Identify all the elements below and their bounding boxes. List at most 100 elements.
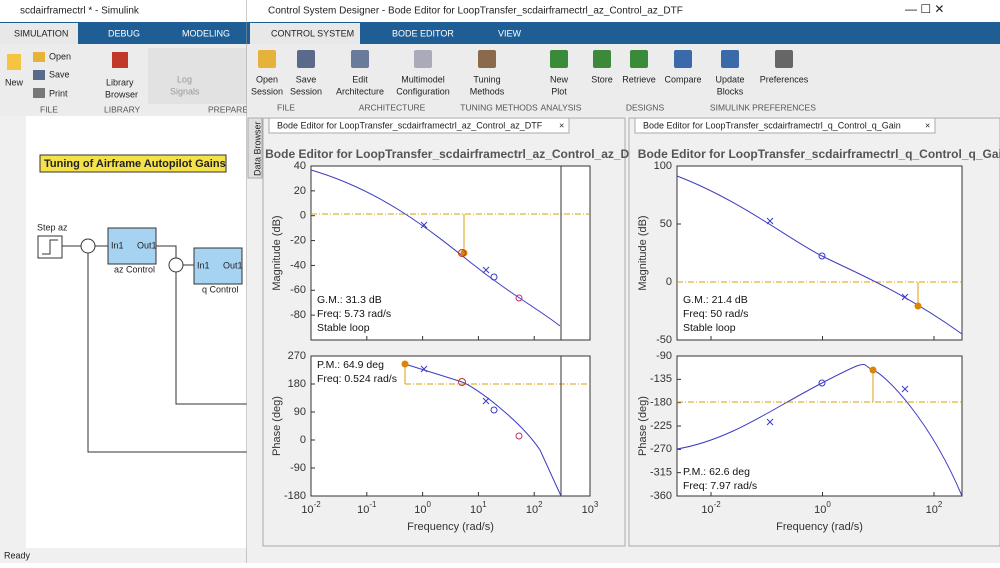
- gain-margin: Freq: 5.73 rad/s: [317, 308, 391, 320]
- button-label[interactable]: Plot: [551, 86, 567, 96]
- button-label[interactable]: Print: [49, 88, 68, 98]
- panel-tab-label[interactable]: Bode Editor for LoopTransfer_scdairframe…: [643, 120, 901, 130]
- button-label[interactable]: Library: [106, 77, 134, 87]
- block-label: az Control: [114, 264, 155, 274]
- zero: [515, 432, 523, 440]
- panel-tab[interactable]: [634, 117, 936, 134]
- data-browser[interactable]: Data Browser: [252, 121, 262, 176]
- tick-exponent: 2: [538, 500, 543, 509]
- y-tick-label: -40: [290, 259, 306, 271]
- tab[interactable]: MODELING: [182, 28, 230, 38]
- y-tick-label: 100: [654, 160, 672, 172]
- panels: Bode Editor for LoopTransfer_scdairframe…: [262, 117, 1000, 547]
- x-tick-label: 10-1: [357, 500, 377, 516]
- button-label[interactable]: Preferences: [760, 74, 809, 84]
- axes: [676, 165, 963, 341]
- y-tick-label: -80: [290, 309, 306, 321]
- tick-base: 10: [357, 504, 369, 516]
- section-label: PREFERENCES: [752, 102, 816, 112]
- button-label[interactable]: New: [550, 74, 569, 84]
- y-tick-label: 0: [666, 276, 672, 288]
- q-block[interactable]: [193, 247, 243, 285]
- icon: [33, 52, 45, 62]
- tab[interactable]: VIEW: [498, 28, 522, 38]
- icon: [550, 50, 568, 68]
- button-label[interactable]: Update: [715, 74, 744, 84]
- gain-margin: Stable loop: [317, 322, 370, 334]
- sum: [80, 238, 96, 254]
- block-label: Step az: [37, 222, 68, 232]
- sum: [168, 257, 184, 273]
- window-controls[interactable]: — ☐ ✕: [905, 2, 944, 16]
- tick-exponent: -2: [314, 500, 322, 509]
- zero: [818, 379, 826, 387]
- button-label[interactable]: Multimodel: [401, 74, 445, 84]
- button-label[interactable]: Save: [296, 74, 317, 84]
- x-tick-label: 102: [926, 500, 943, 516]
- button-label[interactable]: Retrieve: [622, 74, 656, 84]
- tick-base: 10: [414, 504, 426, 516]
- gm-dot: [460, 249, 468, 257]
- x-tick-label: 100: [414, 500, 431, 516]
- zero: [490, 406, 498, 414]
- button-label[interactable]: Session: [290, 86, 322, 96]
- tick-base: 10: [582, 504, 594, 516]
- tick-exponent: 2: [938, 500, 943, 509]
- tab[interactable]: CONTROL SYSTEM: [271, 28, 354, 38]
- window-title: scdairframectrl * - Simulink: [20, 6, 140, 17]
- pm-dot: [869, 366, 877, 374]
- button-label[interactable]: Session: [251, 86, 283, 96]
- button-label[interactable]: Browser: [105, 89, 138, 99]
- panel-tab[interactable]: [268, 117, 570, 134]
- banner: [39, 154, 227, 173]
- button-label[interactable]: Open: [49, 51, 71, 61]
- tab[interactable]: DEBUG: [108, 28, 140, 38]
- button-label[interactable]: Log: [177, 74, 192, 84]
- y-tick-label: 180: [288, 378, 306, 390]
- button-label[interactable]: Open: [256, 74, 278, 84]
- plot-title: Bode Editor for LoopTransfer_scdairframe…: [638, 147, 1000, 161]
- icon: [351, 50, 369, 68]
- tab[interactable]: SIMULATION: [14, 28, 68, 38]
- section-label: PREPARE: [208, 104, 248, 114]
- button-label[interactable]: Compare: [664, 74, 701, 84]
- icon: [775, 50, 793, 68]
- button-label[interactable]: Store: [591, 74, 613, 84]
- button-label[interactable]: Tuning: [473, 74, 500, 84]
- y-tick-label: -360: [650, 490, 672, 502]
- pole: [458, 378, 466, 386]
- tab-active[interactable]: [0, 23, 78, 44]
- tick-exponent: 1: [482, 500, 487, 509]
- icon: [297, 50, 315, 68]
- y-tick-label: 0: [300, 434, 306, 446]
- y-tick-label: -50: [656, 334, 672, 346]
- toolstrip: [247, 44, 1000, 116]
- button-label[interactable]: Save: [49, 69, 70, 79]
- tick-base: 10: [701, 504, 713, 516]
- curves-q: [676, 175, 963, 497]
- button-label[interactable]: Blocks: [717, 86, 744, 96]
- button-label[interactable]: New: [5, 77, 24, 87]
- y-tick-label: -225: [650, 420, 672, 432]
- panel-tab-label[interactable]: Bode Editor for LoopTransfer_scdairframe…: [277, 120, 543, 130]
- button-label[interactable]: Configuration: [396, 86, 450, 96]
- plot-title: Bode Editor for LoopTransfer_scdairframe…: [265, 147, 644, 161]
- button-label[interactable]: Methods: [470, 86, 505, 96]
- button-label[interactable]: Architecture: [336, 86, 384, 96]
- tab-close[interactable]: ×: [559, 120, 564, 130]
- gm-dot: [914, 302, 922, 310]
- zero: [490, 273, 498, 281]
- phase-margin: P.M.: 64.9 deg: [317, 359, 384, 371]
- y-axis-label: Phase (deg): [271, 396, 283, 456]
- prepare-gallery: [148, 48, 246, 104]
- gain-margin: Freq: 50 rad/s: [683, 308, 748, 320]
- button-label[interactable]: Edit: [352, 74, 368, 84]
- port: Out1: [137, 240, 157, 250]
- tab[interactable]: BODE EDITOR: [392, 28, 454, 38]
- tab-close[interactable]: ×: [925, 120, 930, 130]
- button-label[interactable]: Signals: [170, 86, 200, 96]
- designer-titlebar: [247, 0, 1000, 22]
- data-browser-tab[interactable]: [247, 117, 263, 179]
- icon: [593, 50, 611, 68]
- tab-active[interactable]: [250, 23, 360, 44]
